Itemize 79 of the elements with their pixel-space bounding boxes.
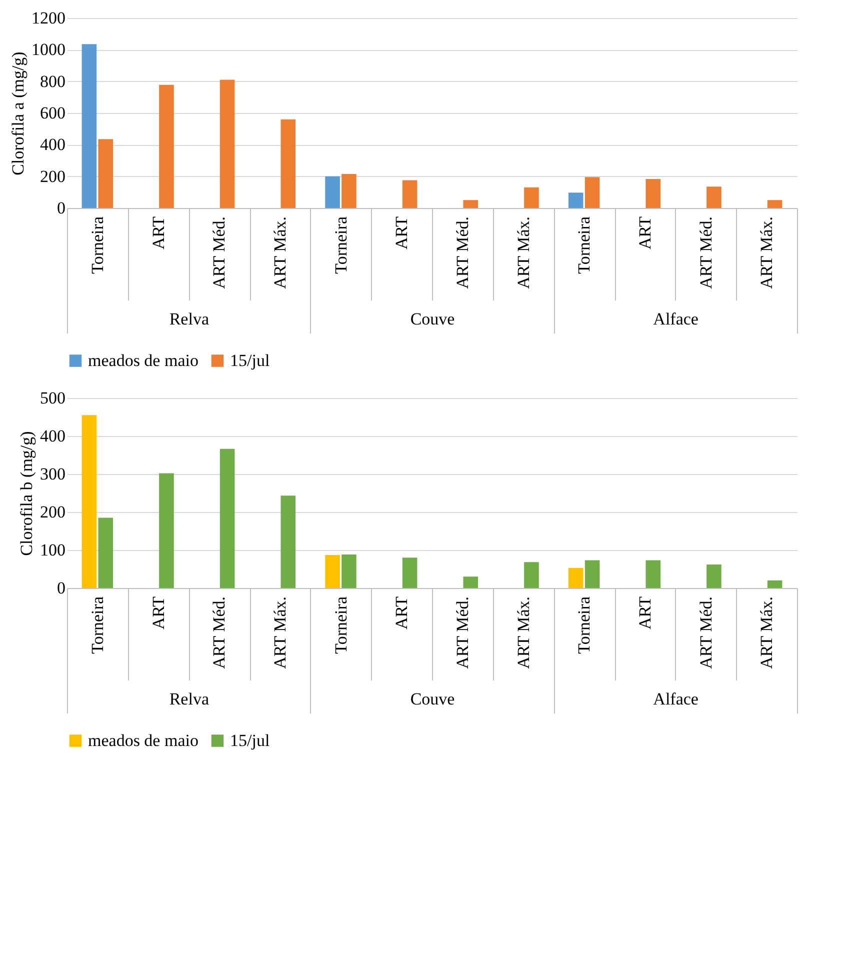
text: Couve — [410, 310, 455, 328]
x-tick-label: ART Máx. — [270, 216, 290, 289]
bar — [646, 560, 661, 588]
x-tick-label: ART Méd. — [696, 596, 716, 669]
y-tick-label: 200 — [40, 166, 66, 186]
bar — [568, 568, 584, 588]
x-tick-label: ART Máx. — [757, 596, 776, 669]
x-tick-label: ART — [392, 216, 412, 250]
y-tick-label: 800 — [40, 72, 66, 91]
text: Couve — [410, 690, 455, 708]
x-tick-label: Torneira — [574, 216, 594, 274]
bar — [342, 554, 356, 588]
bar — [159, 473, 174, 588]
text: Alface — [653, 690, 698, 708]
x-tick-label: Torneira — [574, 596, 594, 654]
x-tick-label: ART Méd. — [210, 596, 229, 669]
bar — [463, 576, 478, 588]
x-tick-label: ART Máx. — [514, 596, 533, 669]
bar — [402, 558, 418, 588]
y-tick-label: 600 — [40, 104, 66, 122]
bar — [220, 80, 235, 208]
bar — [584, 560, 600, 588]
bar — [342, 174, 356, 208]
text: Alface — [653, 310, 698, 328]
x-tick-label: Torneira — [88, 216, 107, 274]
y-axis-title: Clorofila a (mg/g) — [8, 52, 28, 176]
x-tick-label: ART Méd. — [452, 596, 472, 669]
bar — [82, 44, 97, 208]
bar — [767, 200, 782, 208]
x-tick-label: ART — [635, 596, 654, 630]
bar — [524, 562, 539, 588]
y-tick-label: 100 — [40, 540, 66, 560]
bar — [463, 200, 478, 208]
bar — [706, 186, 722, 208]
bar — [584, 177, 600, 208]
x-tick-label: ART Méd. — [696, 216, 716, 289]
bar — [646, 179, 661, 208]
y-tick-label: 1200 — [32, 8, 66, 28]
bar — [82, 415, 97, 588]
bar — [220, 448, 235, 588]
x-tick-label: ART — [635, 216, 654, 250]
y-tick-label: 1000 — [32, 40, 66, 60]
bar — [98, 139, 114, 208]
x-tick-label: ART Méd. — [452, 216, 472, 289]
bar — [280, 119, 296, 208]
y-tick-label: 400 — [40, 426, 66, 446]
text: Relva — [169, 310, 210, 328]
x-tick-label: ART Méd. — [210, 216, 229, 289]
y-tick-label: 0 — [57, 198, 66, 218]
x-tick-label: ART — [148, 216, 168, 250]
y-axis-title: Clorofila b (mg/g) — [17, 431, 36, 556]
y-tick-label: 300 — [40, 464, 66, 484]
x-tick-label: ART — [392, 596, 412, 630]
y-tick-label: 400 — [40, 135, 66, 154]
x-tick-label: ART Máx. — [514, 216, 533, 289]
x-tick-label: Torneira — [331, 216, 350, 274]
bar — [524, 187, 539, 208]
legend-label: meados de maio — [88, 730, 198, 750]
x-tick-label: ART Máx. — [270, 596, 290, 669]
text: Relva — [169, 690, 210, 708]
legend-label: 15/jul — [230, 730, 270, 750]
bar — [280, 496, 296, 588]
legend-label: meados de maio — [88, 350, 198, 370]
bar — [98, 518, 114, 588]
bar — [159, 84, 174, 208]
y-tick-label: 500 — [40, 388, 66, 408]
legend-label: 15/jul — [230, 350, 270, 370]
bar — [767, 580, 782, 588]
bar — [402, 180, 418, 208]
y-tick-label: 200 — [40, 502, 66, 522]
x-tick-label: Torneira — [88, 596, 107, 654]
bar — [325, 176, 340, 208]
bar — [325, 554, 340, 588]
x-tick-label: Torneira — [331, 596, 350, 654]
x-tick-label: ART — [148, 596, 168, 630]
y-tick-label: 0 — [57, 578, 66, 598]
bar — [706, 564, 722, 588]
bar — [568, 192, 584, 208]
x-tick-label: ART Máx. — [757, 216, 776, 289]
